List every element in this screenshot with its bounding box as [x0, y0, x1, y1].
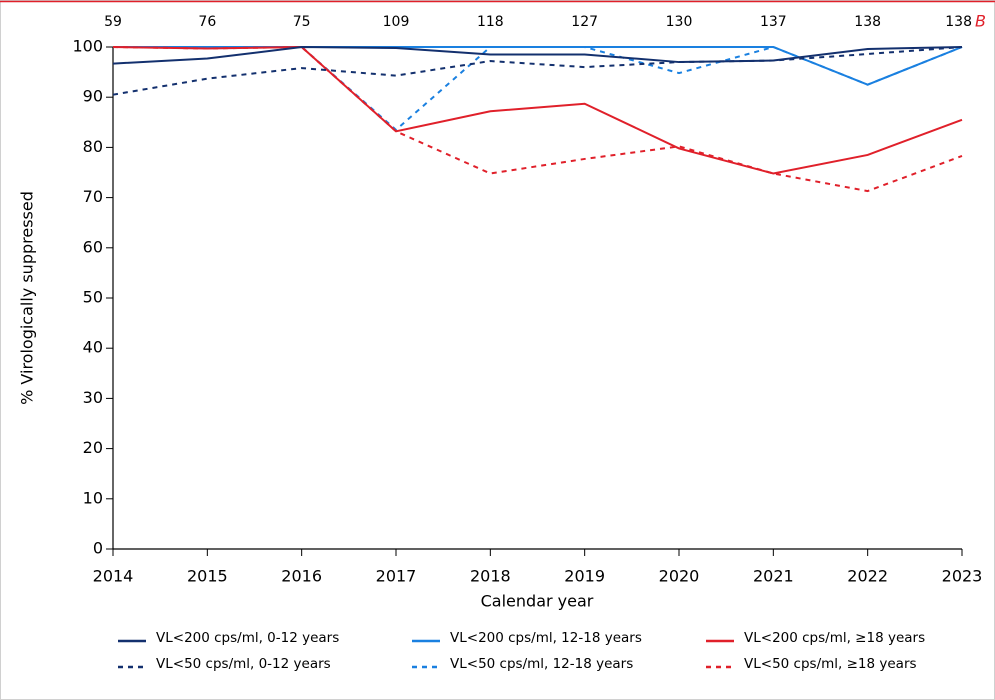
x-axis-title: Calendar year — [481, 592, 594, 611]
series-line — [112, 45, 963, 193]
legend-label: VL<50 cps/ml, 12-18 years — [450, 656, 633, 672]
top-count-label: 75 — [293, 14, 311, 30]
series-line — [113, 45, 963, 132]
top-count-label: 137 — [760, 14, 787, 30]
x-tick-label: 2015 — [187, 567, 228, 586]
series-line — [112, 45, 963, 65]
y-tick-label: 50 — [83, 288, 103, 307]
legend-label: VL<200 cps/ml, 12-18 years — [450, 630, 642, 646]
x-tick-label: 2014 — [93, 567, 134, 586]
top-count-label: 127 — [571, 14, 598, 30]
legend-label: VL<200 cps/ml, 0-12 years — [156, 630, 339, 646]
x-tick-label: 2023 — [942, 567, 983, 586]
y-tick-label: 70 — [83, 187, 103, 206]
y-tick-label: 80 — [83, 137, 103, 156]
top-count-label: 59 — [104, 14, 122, 30]
y-tick-label: 100 — [72, 37, 103, 56]
x-tick-label: 2017 — [376, 567, 417, 586]
series-line — [112, 45, 963, 175]
y-tick-label: 0 — [93, 539, 103, 558]
y-tick-label: 10 — [83, 488, 103, 507]
y-tick-label: 40 — [83, 338, 103, 357]
top-count-label: 130 — [666, 14, 693, 30]
y-tick-label: 60 — [83, 237, 103, 256]
x-tick-label: 2020 — [659, 567, 700, 586]
series-line — [112, 46, 963, 96]
y-tick-label: 20 — [83, 438, 103, 457]
legend-label: VL<200 cps/ml, ≥18 years — [744, 630, 925, 646]
legend-label: VL<50 cps/ml, 0-12 years — [156, 656, 331, 672]
y-tick-label: 30 — [83, 388, 103, 407]
top-count-label: 138 — [945, 14, 972, 30]
x-tick-label: 2019 — [564, 567, 605, 586]
top-count-label: 109 — [383, 14, 410, 30]
panel-label: B — [975, 12, 986, 31]
y-tick-label: 90 — [83, 87, 103, 106]
x-tick-label: 2016 — [281, 567, 322, 586]
top-count-label: 76 — [198, 14, 216, 30]
top-count-label: 138 — [854, 14, 881, 30]
y-axis-title: % Virologically suppressed — [18, 191, 37, 405]
x-tick-label: 2022 — [847, 567, 888, 586]
top-count-label: 118 — [477, 14, 504, 30]
x-tick-label: 2018 — [470, 567, 511, 586]
x-tick-label: 2021 — [753, 567, 794, 586]
legend-label: VL<50 cps/ml, ≥18 years — [744, 656, 917, 672]
